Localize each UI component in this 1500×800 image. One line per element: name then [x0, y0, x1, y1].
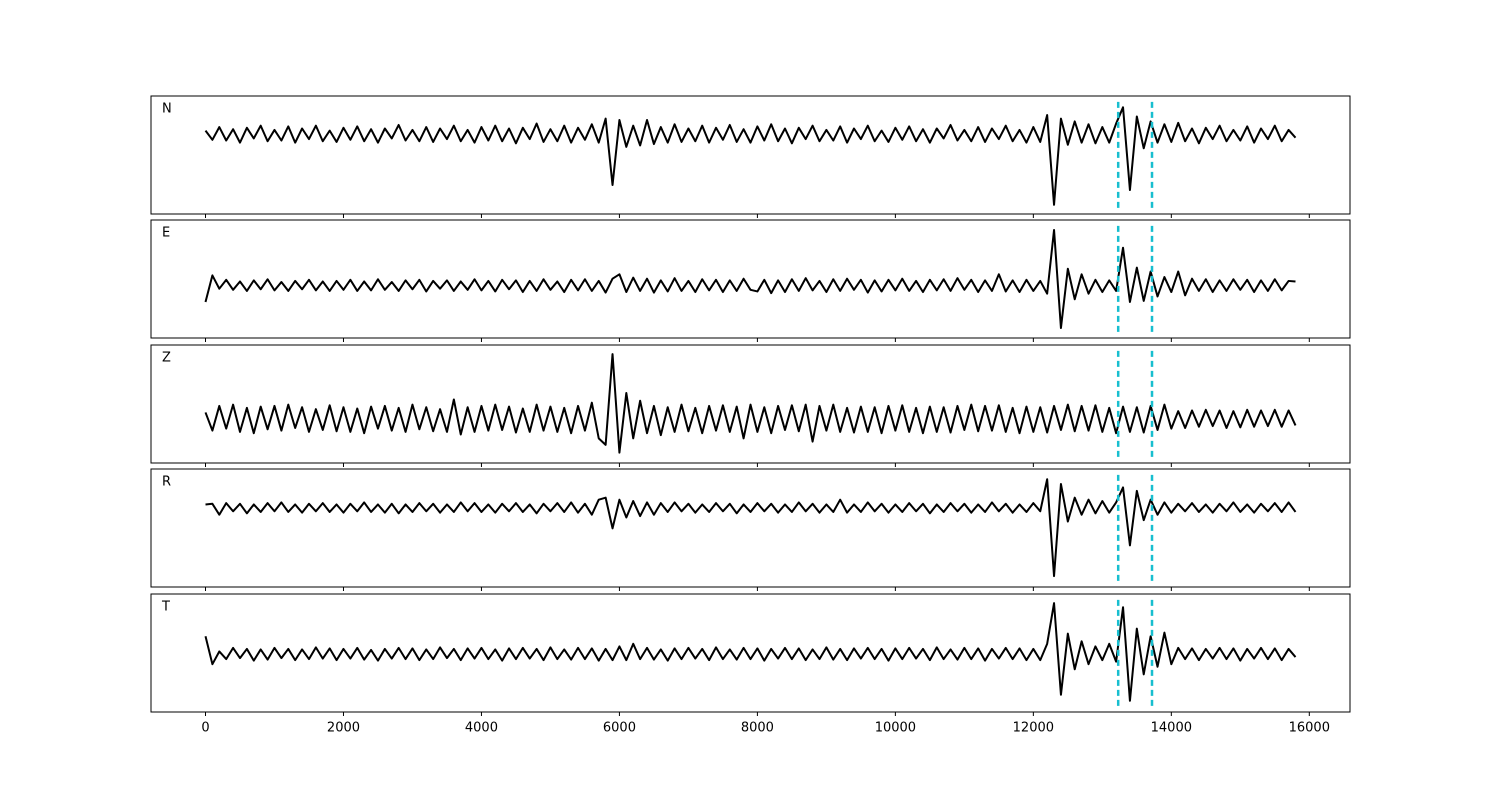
panel-frame — [150, 468, 1351, 588]
waveform — [204, 353, 1297, 454]
x-tick-label: 2000 — [327, 721, 360, 736]
panel-label: Z — [162, 351, 171, 366]
x-tick-label: 10000 — [875, 721, 916, 736]
panel-frame — [150, 593, 1351, 713]
x-tick-label: 6000 — [603, 721, 636, 736]
panel-frame — [150, 95, 1351, 215]
x-tick-label: 4000 — [465, 721, 498, 736]
panel-frame — [150, 344, 1351, 464]
waveform — [204, 228, 1296, 330]
waveform — [204, 602, 1297, 702]
x-tick-label: 14000 — [1151, 721, 1192, 736]
waveform — [204, 106, 1297, 206]
waveform — [205, 478, 1297, 578]
panel-frame — [150, 219, 1351, 339]
x-tick-label: 8000 — [741, 721, 774, 736]
panel-label: N — [162, 102, 172, 117]
panel-label: T — [161, 600, 170, 615]
panel-label: R — [162, 475, 171, 490]
x-tick-label: 0 — [201, 721, 209, 736]
panel-label: E — [162, 226, 170, 241]
x-tick-label: 12000 — [1013, 721, 1054, 736]
x-tick-label: 16000 — [1289, 721, 1330, 736]
